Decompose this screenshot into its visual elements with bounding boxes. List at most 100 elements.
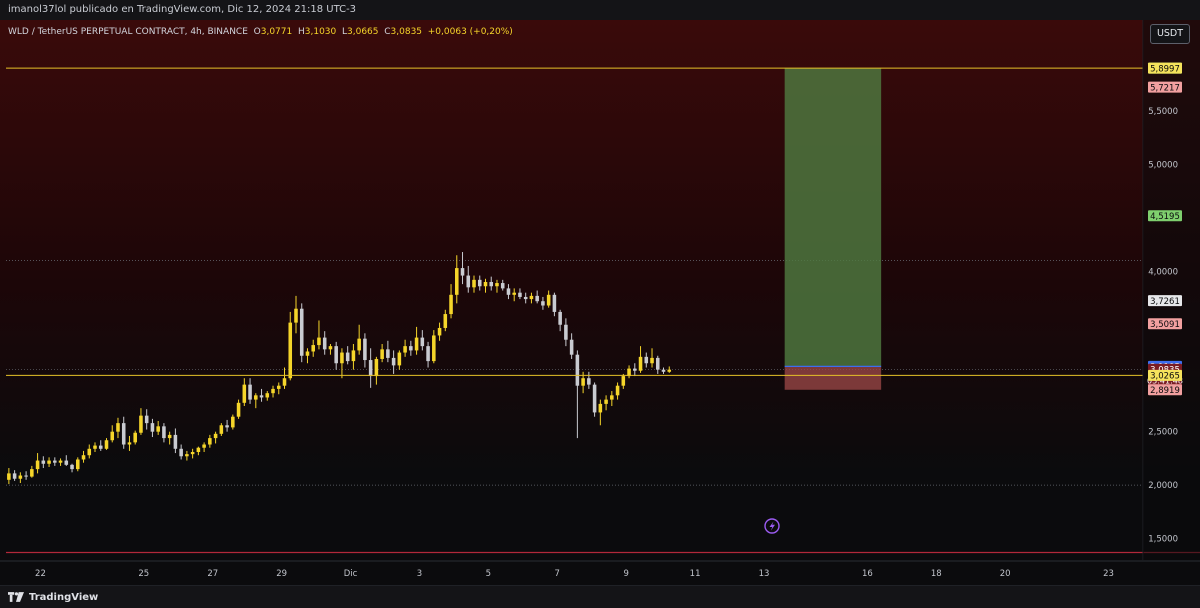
candle [47,457,51,467]
candle [432,330,436,364]
candle [87,444,92,459]
candle [173,428,178,454]
footer-bar: TradingView [0,585,1200,608]
candle [495,279,499,293]
candle [627,365,631,379]
candle [317,320,321,350]
price-tag: 4,5195 [1148,210,1182,222]
candle [58,458,63,466]
candle [374,356,379,385]
candle [357,324,361,355]
candle [391,350,396,374]
open-value: 3,0771 [260,27,293,37]
price-tag-label: 3,5091 [1150,320,1180,330]
time-tick-label: 5 [486,569,491,579]
tradingview-brand[interactable]: TradingView [8,586,98,608]
time-tick-label: 16 [862,569,873,579]
candle [443,309,448,332]
candle [116,417,120,439]
candle [518,288,522,300]
candle [185,450,189,461]
candle [512,288,516,302]
candle [386,340,390,363]
candle [133,430,137,445]
candles [7,252,672,485]
symbol-name: WLD / TetherUS PERPETUAL CONTRACT, 4h, B… [8,27,248,37]
low-value: 3,0665 [347,27,379,37]
price-tick-label: 5,0000 [1148,160,1178,170]
high-value: 3,1030 [304,27,337,37]
candle [638,346,643,373]
candle [18,472,23,484]
time-tick-label: 9 [623,569,628,579]
candle [242,378,247,407]
price-tick-label: 1,5000 [1148,535,1178,545]
candle [70,463,74,473]
candle-countdown-label: 03:41:48 [1147,376,1183,385]
candle [7,468,11,485]
candle [225,419,229,432]
price-tag-label: 5,7217 [1150,83,1180,93]
candle [610,391,614,407]
candle [340,348,344,379]
price-axis-tags: 5,89995,89975,72174,51953,72613,50913,11… [1147,62,1183,396]
price-axis-background [1143,20,1200,560]
open-label: O [253,27,261,37]
lightning-icon[interactable] [764,518,780,534]
candle [150,418,155,438]
candle [76,457,80,472]
candle [667,366,672,373]
candle [334,341,338,370]
candle [633,363,637,377]
candle [426,341,430,368]
stop-zone[interactable] [784,366,882,390]
candle [294,295,298,334]
candle [466,265,471,293]
candle [604,395,608,411]
price-chart[interactable]: 1,5000 2,0000 2,5000 4,0000 5,0000 5,5000 5,8… [0,20,1200,585]
target-zone[interactable] [784,68,882,367]
candle [575,350,580,439]
candle [311,339,315,357]
candle [213,431,218,444]
price-tag: 5,7217 [1148,81,1182,93]
price-tag: 2,8919 [1148,384,1182,396]
currency-button[interactable]: USDT [1150,24,1190,44]
candle [98,440,103,451]
candle [248,378,252,404]
horizontal-lines[interactable] [6,67,1200,554]
candle [569,333,574,359]
symbol-legend: WLD / TetherUS PERPETUAL CONTRACT, 4h, B… [8,25,513,39]
candle [489,276,494,291]
candle [535,290,539,304]
candle [351,344,356,370]
dotted-level-lines [6,260,1143,486]
candle [121,416,126,449]
time-tick-label: 20 [1000,569,1011,579]
candle [93,442,97,452]
chart-background [0,20,1200,585]
candle [506,284,511,300]
candle [110,425,115,443]
long-position-tool[interactable] [784,68,882,390]
candle [472,275,476,293]
price-tag-label: 4,5195 [1150,212,1180,222]
candle [64,455,69,466]
candle [144,409,149,430]
candle [592,382,597,417]
change-value: +0,0063 (+0,20%) [427,27,513,37]
chart-area[interactable]: 1,5000 2,0000 2,5000 4,0000 5,0000 5,5000 5,8… [0,20,1200,585]
candle [523,292,528,304]
candle [655,355,660,374]
price-axis[interactable]: 1,5000 2,0000 2,5000 4,0000 5,0000 5,5000 [1148,107,1178,545]
candle [455,255,459,304]
candle [282,367,287,389]
candle [363,333,367,368]
candle [202,442,206,452]
time-axis[interactable]: 22 25 27 29 Dic 3 5 7 9 11 13 16 18 20 23 [35,569,1114,579]
candle [41,456,46,469]
candle [564,318,568,347]
low-label: L [341,27,347,37]
candle [650,348,654,368]
candle [259,388,264,402]
